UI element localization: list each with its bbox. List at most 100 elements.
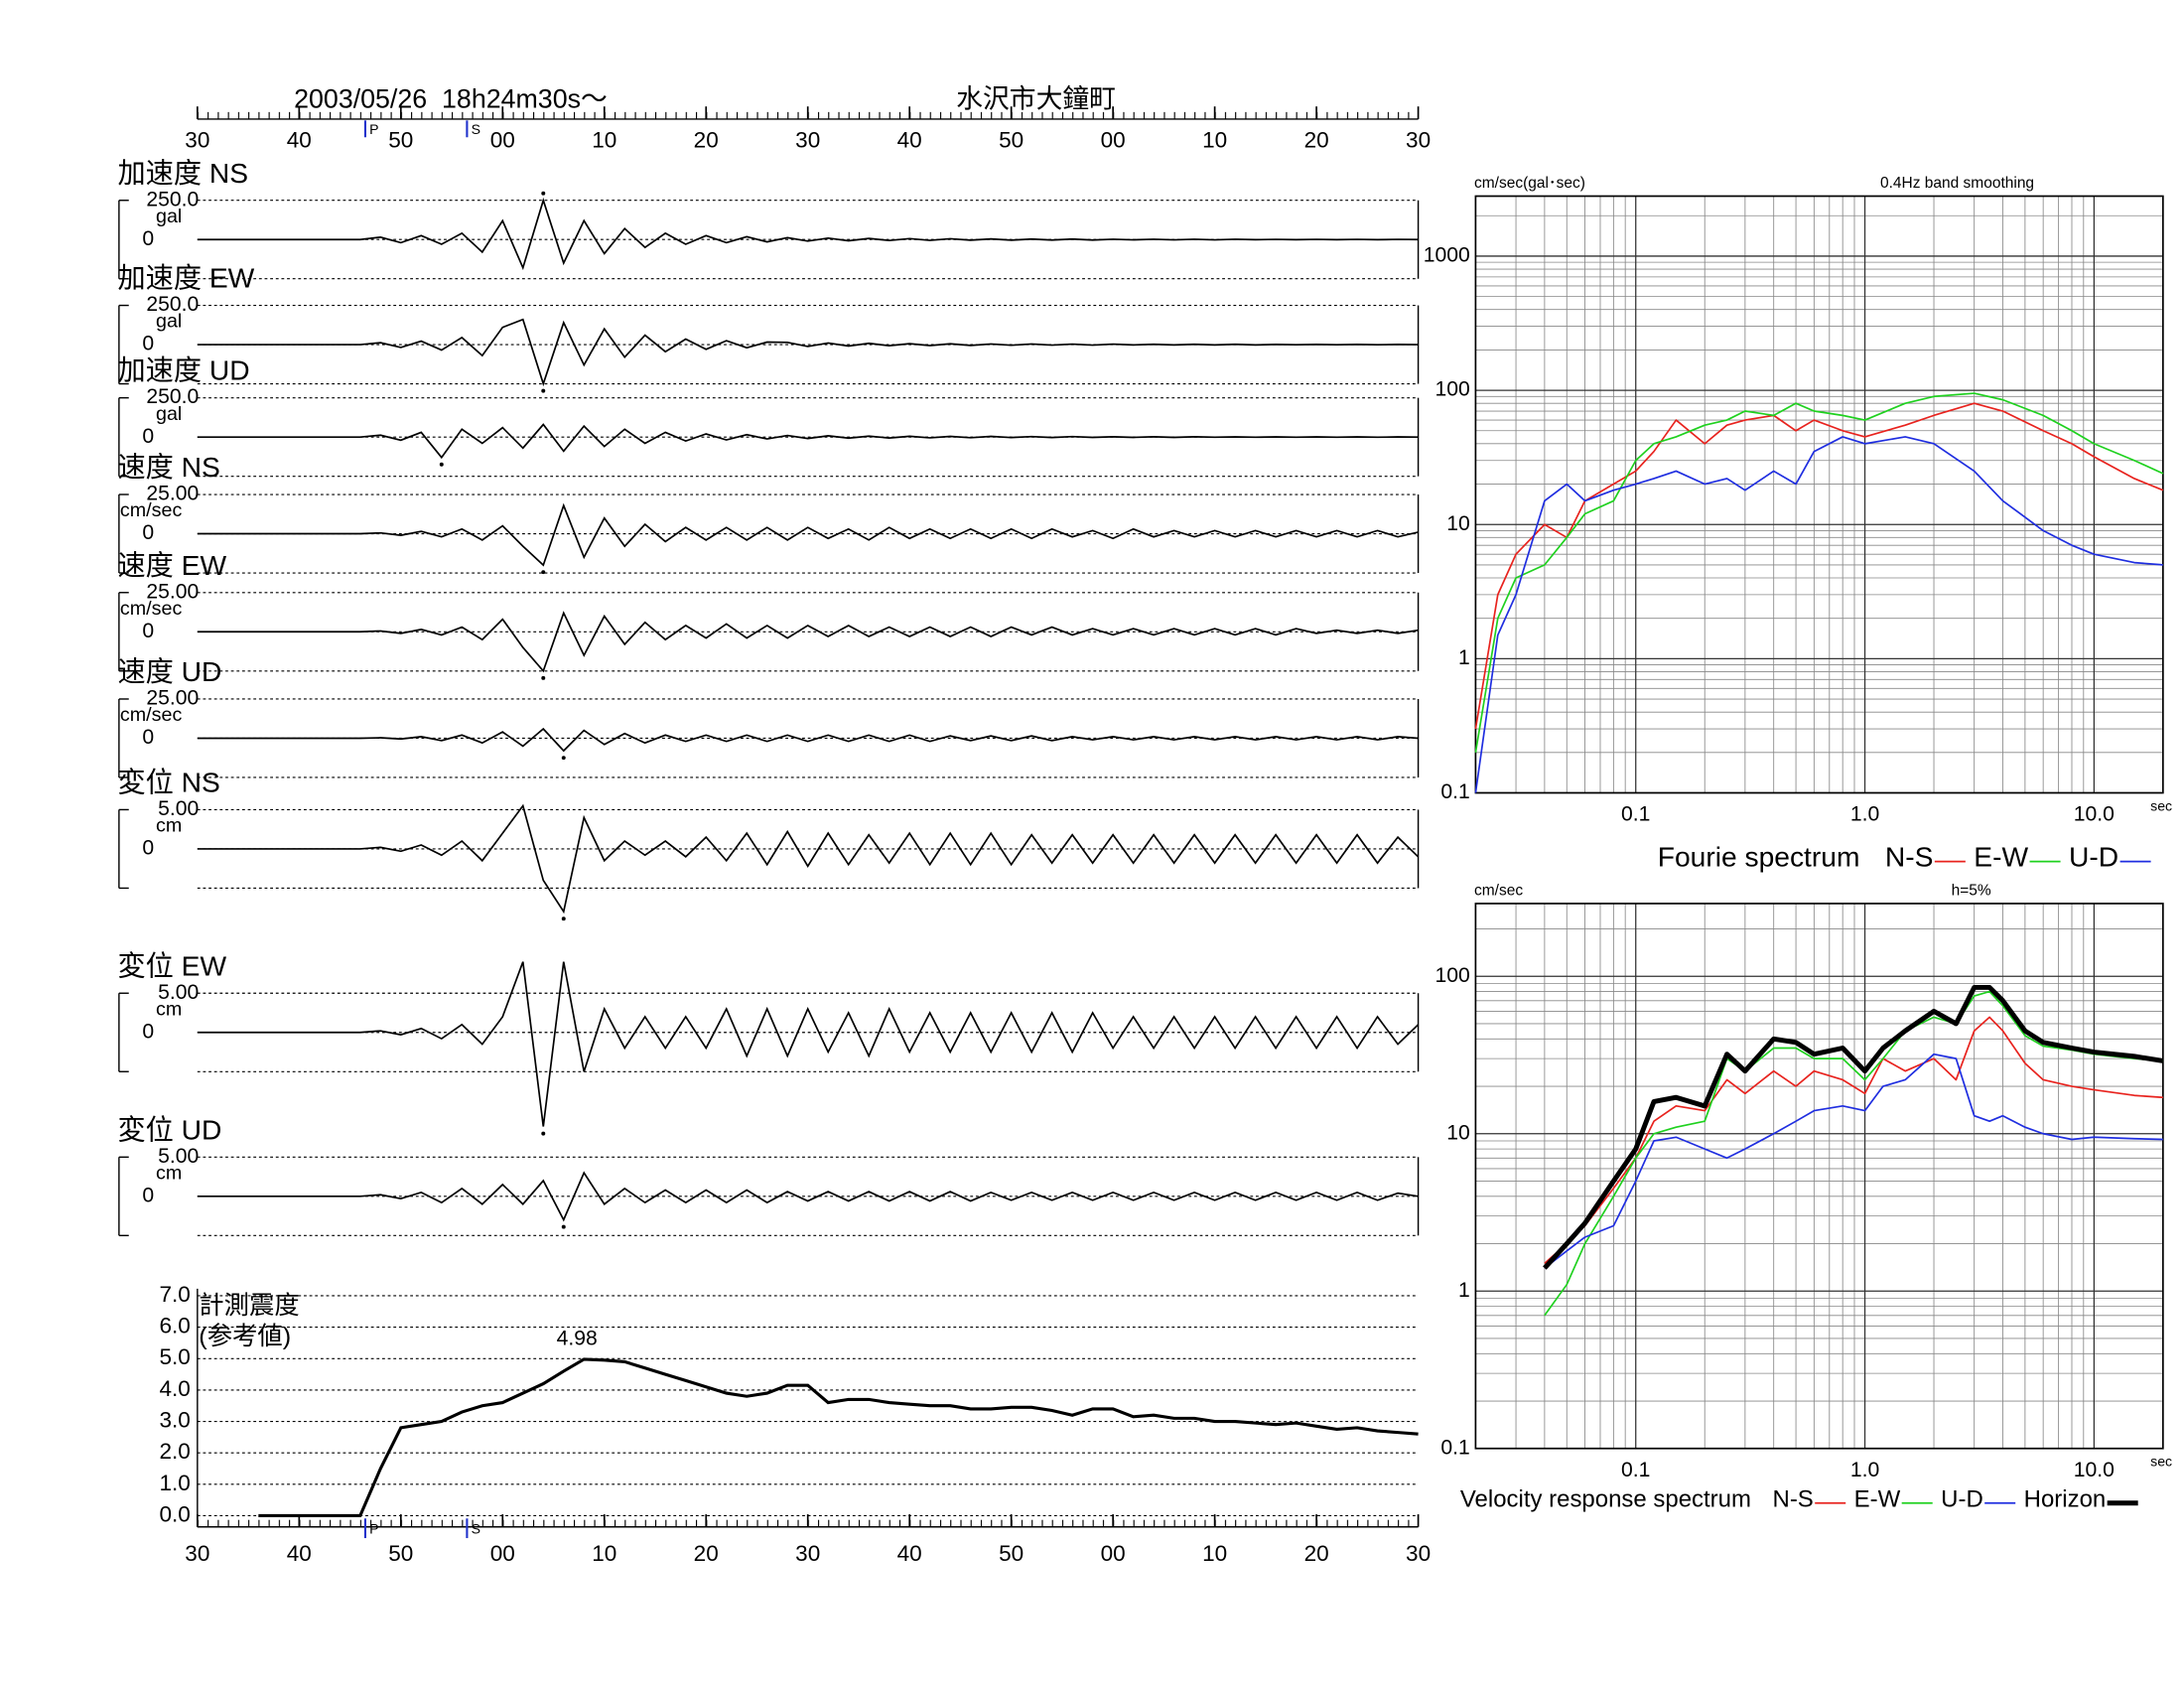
x-tick-label: 20 bbox=[1304, 127, 1329, 152]
y-tick-label: 4.0 bbox=[159, 1376, 190, 1401]
x-tick-label: 10 bbox=[1202, 1541, 1227, 1566]
note: 0.4Hz band smoothing bbox=[1880, 175, 2034, 192]
spectrum-line bbox=[1544, 1053, 2163, 1269]
note: h=5% bbox=[1952, 882, 1991, 899]
x-tick-label: 40 bbox=[287, 1541, 312, 1566]
x-tick-label: 20 bbox=[694, 127, 719, 152]
y-tick-label: 7.0 bbox=[159, 1282, 190, 1307]
y-tick-label: 5.00 bbox=[158, 981, 199, 1004]
y-tick-label: 25.00 bbox=[146, 483, 199, 505]
legend-label: N-S bbox=[1773, 1485, 1814, 1512]
intensity-label: (参考値) bbox=[199, 1323, 291, 1350]
legend-label: E-W bbox=[1854, 1485, 1901, 1512]
peak-dot bbox=[541, 191, 546, 196]
y-tick-label: 0 bbox=[142, 521, 154, 544]
y-tick-label: 250.0 bbox=[146, 293, 199, 316]
x-axis-label: sec bbox=[2150, 1454, 2172, 1470]
y-tick-label: 0 bbox=[142, 837, 154, 860]
x-tick-label: 20 bbox=[1304, 1541, 1329, 1566]
trace-name: 加速度 EW bbox=[117, 262, 254, 294]
legend-label: U-D bbox=[1941, 1485, 1983, 1512]
x-tick-label: 30 bbox=[185, 127, 209, 152]
x-tick-label: 30 bbox=[795, 1541, 820, 1566]
unit-label: gal bbox=[156, 403, 182, 425]
y-tick-label: 1 bbox=[1458, 1279, 1470, 1302]
y-axis-label: cm/sec bbox=[1474, 882, 1523, 899]
x-tick-label: 30 bbox=[795, 127, 820, 152]
legend-label: Horizon bbox=[2024, 1485, 2107, 1512]
peak-dot bbox=[541, 1131, 546, 1136]
x-tick-label: 30 bbox=[185, 1541, 209, 1566]
y-tick-label: 0 bbox=[142, 1184, 154, 1206]
plot-frame bbox=[1474, 903, 2164, 1450]
trace-name: 速度 NS bbox=[117, 451, 219, 483]
spectrum-line bbox=[1543, 984, 2164, 1270]
unit-label: cm/sec bbox=[120, 499, 183, 521]
trace-name: 変位 EW bbox=[117, 949, 226, 981]
x-tick-label: 30 bbox=[1406, 127, 1431, 152]
legend-label: N-S bbox=[1885, 840, 1934, 872]
trace-name: 加速度 UD bbox=[117, 354, 249, 386]
y-tick-label: 5.00 bbox=[158, 797, 199, 820]
legend-label: E-W bbox=[1974, 840, 2028, 872]
x-tick-label: 50 bbox=[388, 127, 413, 152]
x-tick-label: 20 bbox=[694, 1541, 719, 1566]
trace-name: 速度 EW bbox=[117, 549, 226, 581]
x-tick-label: 40 bbox=[897, 1541, 922, 1566]
y-tick-label: 25.00 bbox=[146, 687, 199, 710]
phase-label: S bbox=[472, 1520, 480, 1536]
spectrum-line bbox=[1544, 990, 2163, 1317]
intensity-line bbox=[258, 1357, 1419, 1518]
unit-label: gal bbox=[156, 311, 182, 333]
x-tick-label: 10 bbox=[1202, 127, 1227, 152]
trace-name: 変位 NS bbox=[117, 766, 219, 797]
x-tick-label: 1.0 bbox=[1850, 803, 1879, 826]
x-tick-label: 50 bbox=[388, 1541, 413, 1566]
y-tick-label: 0.1 bbox=[1440, 1436, 1469, 1459]
trace bbox=[197, 727, 1419, 753]
y-tick-label: 1000 bbox=[1424, 244, 1470, 267]
peak-dot bbox=[561, 1224, 566, 1229]
y-tick-label: 0.0 bbox=[159, 1501, 190, 1526]
y-tick-label: 250.0 bbox=[146, 188, 199, 211]
phase-label: P bbox=[369, 1520, 378, 1536]
y-tick-label: 10 bbox=[1446, 512, 1470, 535]
y-tick-label: 100 bbox=[1434, 964, 1469, 987]
y-tick-label: 0 bbox=[142, 1020, 154, 1043]
phase-label: P bbox=[369, 121, 378, 137]
x-tick-label: 00 bbox=[490, 127, 515, 152]
peak-dot bbox=[561, 756, 566, 761]
x-tick-label: 0.1 bbox=[1621, 1459, 1650, 1481]
x-tick-label: 00 bbox=[1101, 1541, 1126, 1566]
unit-label: cm/sec bbox=[120, 598, 183, 620]
x-tick-label: 50 bbox=[999, 1541, 1024, 1566]
peak-dot bbox=[561, 916, 566, 921]
header-station: 水沢市大鐘町 bbox=[956, 84, 1116, 114]
trace-name: 変位 UD bbox=[117, 1113, 221, 1145]
y-tick-label: 3.0 bbox=[159, 1407, 190, 1432]
trace-name: 加速度 NS bbox=[117, 157, 248, 189]
trace bbox=[197, 318, 1419, 387]
peak-dot bbox=[541, 570, 546, 575]
peak-label: 4.98 bbox=[557, 1328, 598, 1350]
x-tick-label: 40 bbox=[897, 127, 922, 152]
header-datetime: 2003/05/26 18h24m30s～ bbox=[294, 84, 608, 114]
y-tick-label: 100 bbox=[1434, 378, 1469, 401]
unit-label: gal bbox=[156, 206, 182, 227]
legend-label: U-D bbox=[2069, 840, 2118, 872]
y-tick-label: 0 bbox=[142, 726, 154, 749]
trace bbox=[197, 961, 1420, 1127]
x-tick-label: 50 bbox=[999, 127, 1024, 152]
x-tick-label: 10.0 bbox=[2074, 803, 2115, 826]
x-tick-label: 10.0 bbox=[2074, 1459, 2115, 1481]
unit-label: cm bbox=[156, 815, 182, 837]
spectrum-line bbox=[1474, 392, 2164, 753]
unit-label: cm bbox=[156, 998, 182, 1020]
y-tick-label: 25.00 bbox=[146, 580, 199, 603]
y-tick-label: 2.0 bbox=[159, 1439, 190, 1464]
legend-title: Velocity response spectrum bbox=[1460, 1485, 1751, 1512]
plot-frame bbox=[1474, 195, 2164, 794]
y-tick-label: 1 bbox=[1458, 646, 1470, 669]
spectrum-line bbox=[1474, 436, 2163, 793]
